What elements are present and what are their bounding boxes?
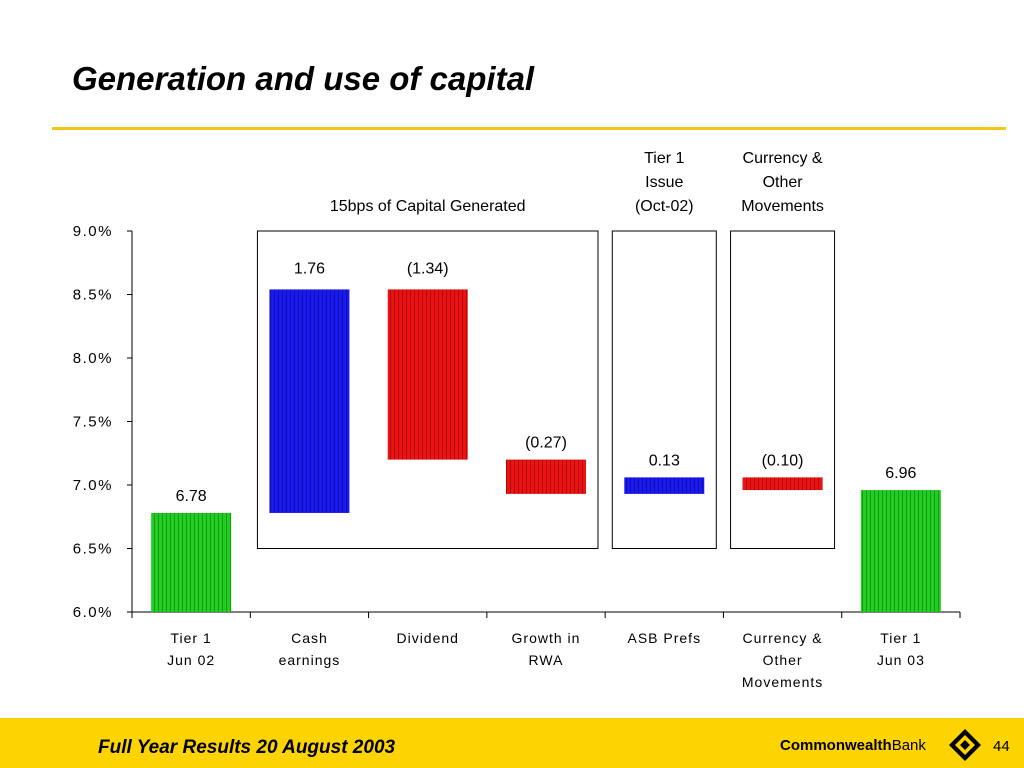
bar-value-label: (0.27) bbox=[525, 435, 567, 452]
group-box bbox=[256, 230, 599, 549]
bar-decrease bbox=[506, 459, 586, 494]
title-divider bbox=[52, 127, 1006, 130]
x-category-label: Growth in bbox=[512, 630, 581, 646]
x-category-label: Movements bbox=[742, 674, 823, 690]
x-category-label: Cash bbox=[291, 630, 328, 646]
x-category-label: Jun 03 bbox=[877, 652, 925, 668]
bar-value-label: (1.34) bbox=[407, 260, 449, 277]
y-tick-label: 8.5% bbox=[73, 287, 113, 304]
bar-increase bbox=[624, 477, 705, 494]
brand-name-light: Bank bbox=[891, 737, 926, 754]
bar-value-label: 0.13 bbox=[649, 452, 680, 469]
y-tick-label: 9.0% bbox=[73, 223, 113, 240]
y-tick-label: 6.5% bbox=[73, 541, 113, 558]
y-tick-label: 7.5% bbox=[73, 414, 113, 431]
footer-bar: Full Year Results 20 August 2003 Commonw… bbox=[0, 718, 1024, 768]
y-tick-label: 7.0% bbox=[73, 477, 113, 494]
x-category-label: Other bbox=[763, 652, 803, 668]
y-tick-label: 8.0% bbox=[73, 350, 113, 367]
diamond-logo-icon bbox=[949, 729, 981, 761]
bar-decrease bbox=[387, 289, 468, 460]
group-header-line: Movements bbox=[741, 198, 824, 215]
y-tick-label: 6.0% bbox=[73, 604, 113, 621]
bar-decrease bbox=[742, 477, 823, 491]
group-header-line: Currency & bbox=[743, 150, 823, 167]
group-box bbox=[730, 230, 836, 549]
x-category-label: Jun 02 bbox=[167, 652, 215, 668]
bar-value-label: 6.78 bbox=[176, 488, 207, 505]
slide-title: Generation and use of capital bbox=[72, 60, 535, 97]
x-category-label: Tier 1 bbox=[880, 630, 921, 646]
page-number: 44 bbox=[993, 738, 1010, 755]
brand-name: CommonwealthBank bbox=[780, 737, 926, 754]
x-category-label: Tier 1 bbox=[171, 630, 212, 646]
bar-increase bbox=[269, 289, 350, 513]
group-header-line: 15bps of Capital Generated bbox=[330, 198, 526, 215]
brand-name-bold: Commonwealth bbox=[780, 737, 892, 754]
bar-total bbox=[860, 490, 941, 612]
group-header-line: Tier 1 bbox=[644, 150, 684, 167]
x-category-label: Currency & bbox=[743, 630, 823, 646]
waterfall-chart: 6.0% 6.5% 7.0% 7.5% 8.0% 8.5% 9.0% Tier 1 Jun 02… bbox=[73, 150, 961, 690]
x-category-label: ASB Prefs bbox=[627, 630, 701, 646]
bar-value-label: (0.10) bbox=[762, 452, 804, 469]
group-header-line: (Oct-02) bbox=[635, 198, 694, 215]
group-header-line: Issue bbox=[645, 174, 683, 191]
group-header-line: Other bbox=[763, 174, 804, 191]
bar-value-label: 1.76 bbox=[294, 260, 325, 277]
x-category-label: earnings bbox=[279, 652, 341, 668]
footer-text: Full Year Results 20 August 2003 bbox=[98, 737, 396, 758]
bar-value-label: 6.96 bbox=[885, 465, 916, 482]
group-box bbox=[611, 230, 717, 549]
bar-total bbox=[151, 512, 232, 612]
x-category-label: RWA bbox=[529, 652, 564, 668]
x-category-label: Dividend bbox=[396, 630, 458, 646]
